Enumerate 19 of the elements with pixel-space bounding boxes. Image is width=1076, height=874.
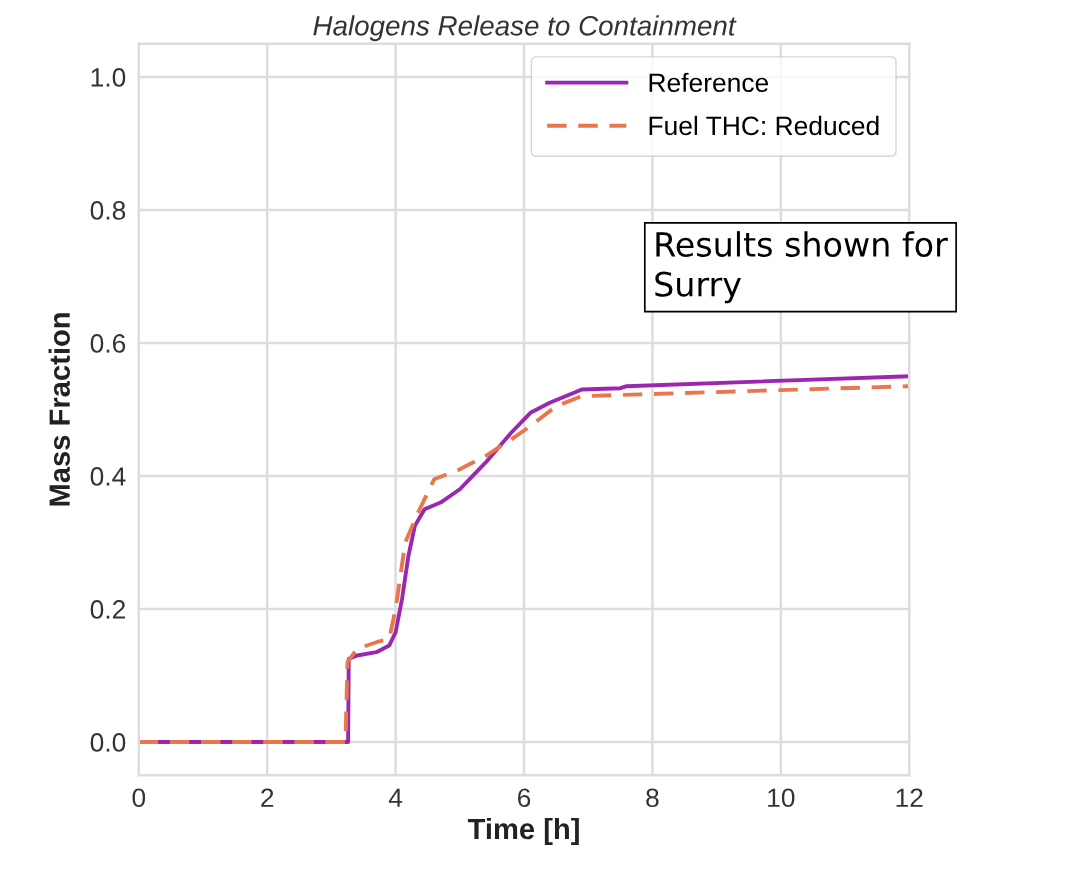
y-axis-title: Mass Fraction — [48, 313, 70, 506]
x-tick-label: 12 — [896, 788, 923, 807]
y-tick-label: 0.8 — [90, 201, 126, 220]
y-tick-label: 0.2 — [90, 600, 125, 619]
y-tick-label: 1.0 — [91, 68, 126, 87]
x-tick-label: 2 — [261, 788, 274, 807]
y-tick-label: 0.6 — [90, 334, 126, 353]
x-tick-label: 6 — [518, 788, 531, 808]
y-tick-label: 0.4 — [90, 467, 126, 486]
x-tick-label: 10 — [768, 788, 795, 808]
legend-label: Fuel THC: Reduced — [649, 115, 879, 136]
x-tick-label: 8 — [646, 788, 659, 808]
annotation: Results shown for Surry — [655, 231, 948, 304]
y-tick-label: 0.0 — [90, 733, 126, 752]
x-tick-label: 4 — [388, 788, 403, 807]
x-axis-title: Time [h] — [467, 817, 579, 846]
legend-label: Reference — [649, 72, 769, 93]
chart-title: Halogens Release to Containment — [313, 15, 737, 42]
x-tick-label: 0 — [132, 788, 146, 808]
